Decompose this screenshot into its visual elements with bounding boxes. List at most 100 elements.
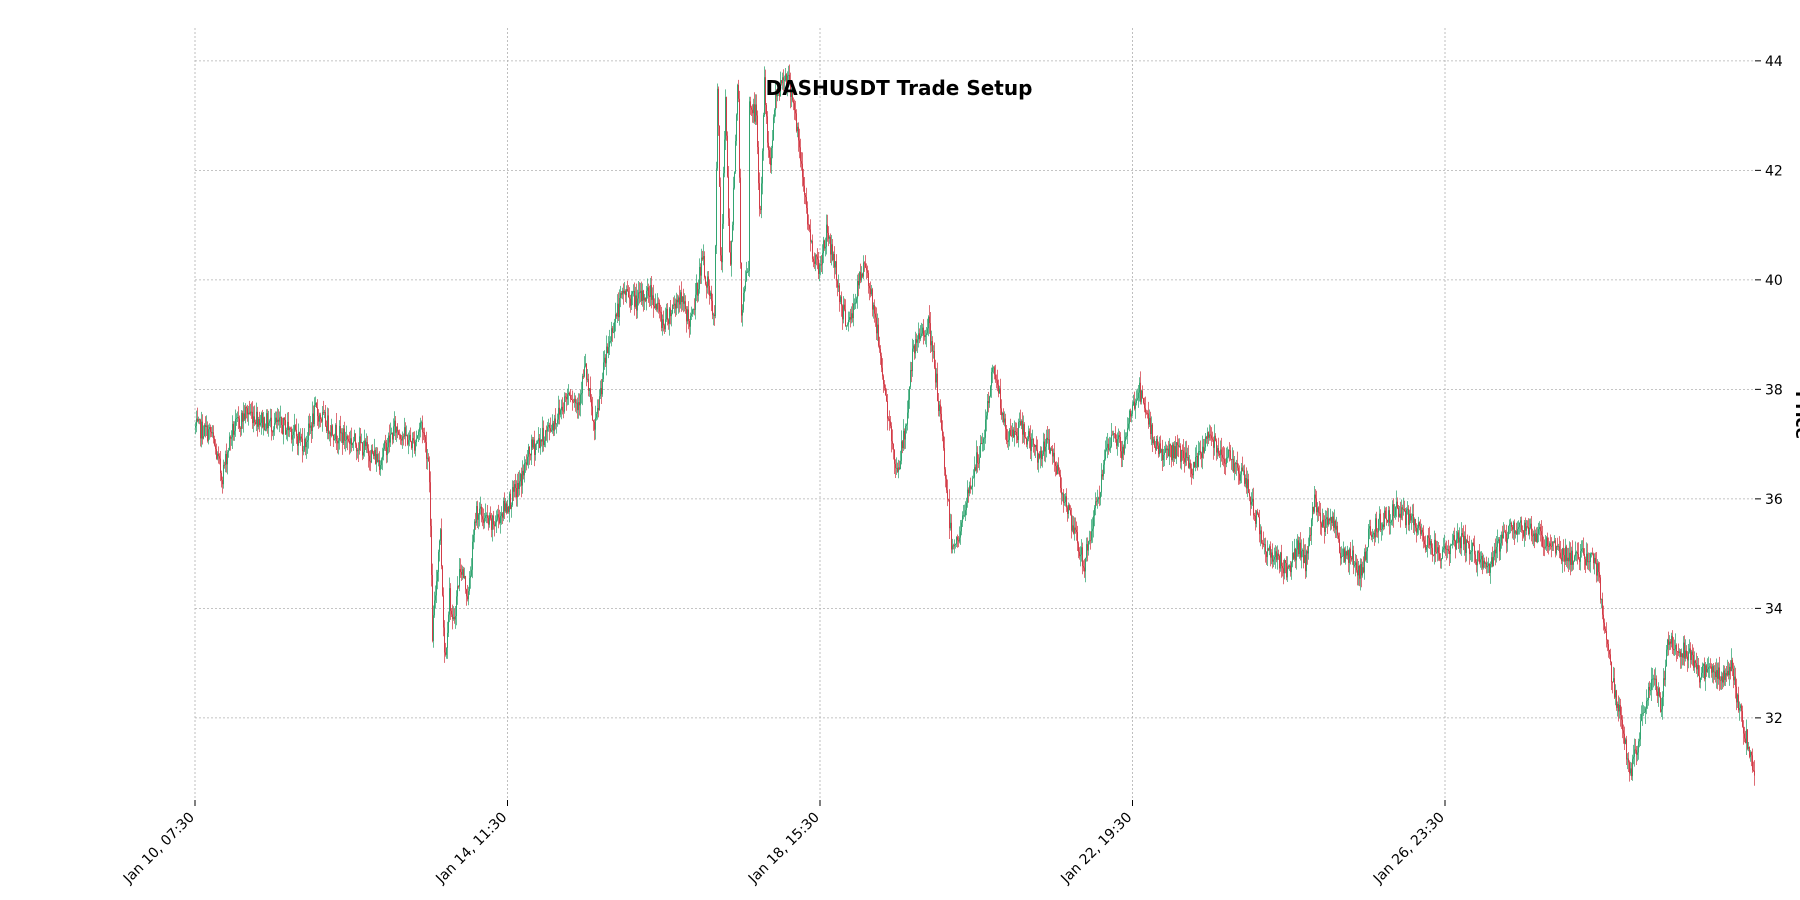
candle-body xyxy=(1657,691,1658,697)
candle-body xyxy=(1145,408,1146,413)
candle-body xyxy=(748,270,749,272)
candle-body xyxy=(1332,516,1333,524)
candle-body xyxy=(297,436,298,446)
candle-body xyxy=(404,427,405,437)
candle-body xyxy=(1239,473,1240,481)
candle-body xyxy=(1146,412,1147,414)
candle-body xyxy=(885,387,886,396)
candle-body xyxy=(688,309,689,321)
candle-body xyxy=(1013,429,1014,438)
candle-body xyxy=(881,355,882,368)
candle-body xyxy=(1273,559,1274,562)
candle-body xyxy=(406,435,407,436)
candle-body xyxy=(951,522,952,550)
candle-body xyxy=(930,323,931,346)
candle-body xyxy=(1284,560,1285,574)
candle-body xyxy=(1492,557,1493,567)
candle-body xyxy=(1041,450,1042,460)
candle-body xyxy=(1315,494,1316,499)
candle-body xyxy=(858,280,859,286)
candle-body xyxy=(1531,523,1532,536)
candle-body xyxy=(496,519,497,523)
candle-body xyxy=(503,500,504,518)
candle-body xyxy=(312,413,313,431)
candle-body xyxy=(1602,598,1603,615)
candle-body xyxy=(1646,700,1647,709)
candle-body xyxy=(426,442,427,459)
candle-body xyxy=(440,529,441,541)
candle-body xyxy=(1669,641,1670,645)
candle-body xyxy=(706,284,707,288)
candle-body xyxy=(1320,512,1321,524)
candle-body xyxy=(985,419,986,438)
candle-body xyxy=(1418,522,1419,529)
candle-body xyxy=(920,335,921,340)
candle-body xyxy=(1158,445,1159,455)
candle-body xyxy=(1254,515,1255,517)
candle-body xyxy=(1309,535,1310,546)
candle-body xyxy=(445,652,446,655)
candle-body xyxy=(1329,518,1330,521)
candle-body xyxy=(1749,746,1750,757)
candle-body xyxy=(1470,551,1471,555)
candle-body xyxy=(1626,739,1627,760)
candle-body xyxy=(1600,577,1601,600)
candle-body xyxy=(1607,639,1608,645)
candle-body xyxy=(1449,550,1450,555)
candle-body xyxy=(1563,548,1564,555)
candle-body xyxy=(1393,504,1394,516)
candle-body xyxy=(1715,671,1716,678)
candle-body xyxy=(802,163,803,178)
candle-body xyxy=(707,276,708,288)
candle-body xyxy=(1701,672,1702,678)
candle-body xyxy=(817,256,818,260)
candle-body xyxy=(256,411,257,424)
candle-body xyxy=(1734,676,1735,681)
candle-body xyxy=(309,423,310,428)
candle-body xyxy=(1420,526,1421,535)
candle-body xyxy=(651,285,652,300)
candle-body xyxy=(1529,527,1530,535)
candle-body xyxy=(1447,549,1448,550)
candle-body xyxy=(1407,508,1408,510)
candle-body xyxy=(1575,552,1576,557)
candle-body xyxy=(570,395,571,399)
candle-body xyxy=(1317,507,1318,513)
candle-body xyxy=(280,416,281,418)
candle-body xyxy=(1530,523,1531,528)
candle-body xyxy=(981,443,982,445)
candle-body xyxy=(1073,525,1074,534)
candle-body xyxy=(1091,531,1092,541)
candle-body xyxy=(1651,679,1652,691)
candle-body xyxy=(274,423,275,430)
candle-body xyxy=(1629,762,1630,774)
candle-body xyxy=(419,427,420,432)
candle-body xyxy=(1248,479,1249,493)
candle-body xyxy=(1502,534,1503,539)
candle-body xyxy=(270,417,271,422)
candle-body xyxy=(592,406,593,421)
candle-body xyxy=(799,140,800,148)
candle-body xyxy=(1024,424,1025,438)
candle-body xyxy=(517,483,518,498)
candle-body xyxy=(1096,501,1097,503)
candle-body xyxy=(528,446,529,457)
candle-body xyxy=(1720,679,1721,681)
candle-body xyxy=(1515,531,1516,534)
candle-body xyxy=(1364,551,1365,573)
candle-body xyxy=(444,627,445,653)
candle-body xyxy=(1148,413,1149,425)
candle-body xyxy=(1336,525,1337,530)
candle-body xyxy=(682,296,683,302)
candle-body xyxy=(1085,558,1086,572)
candle-body xyxy=(1216,440,1217,453)
candle-body xyxy=(1234,463,1235,472)
candle-body xyxy=(1578,554,1579,559)
candle-body xyxy=(1149,417,1150,425)
candle-body xyxy=(1664,678,1665,680)
candle-body xyxy=(659,302,660,312)
candle-body xyxy=(1080,554,1081,557)
candle-body xyxy=(1240,474,1241,481)
candle-body xyxy=(1617,704,1618,708)
candle-body xyxy=(1307,551,1308,554)
